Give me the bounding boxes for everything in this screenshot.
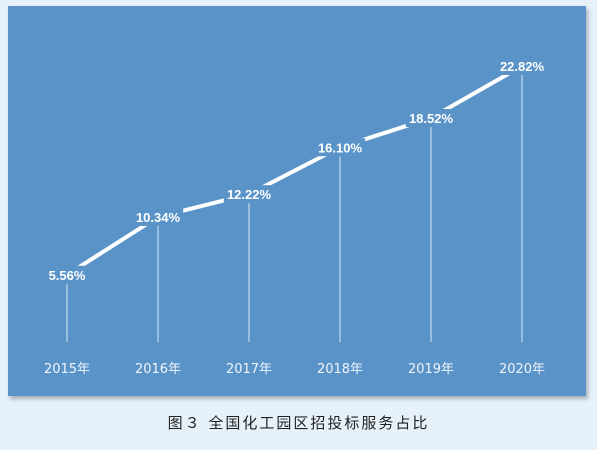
x-tick-label-1: 2016年 [135, 362, 181, 377]
data-label-bg-5 [496, 57, 548, 75]
data-labels: 5.56% 10.34% 12.22% 16.10% 18.52% 22.82% [45, 57, 548, 284]
stem-lines [66, 72, 523, 342]
data-label-bg-1 [132, 207, 184, 226]
data-label-bg-2 [223, 185, 275, 204]
data-label-3: 16.10% [318, 140, 363, 155]
figure-caption: 图３ 全国化工园区招投标服务占比 [167, 414, 430, 432]
line-chart: 5.56% 10.34% 12.22% 16.10% 18.52% 22.82% 2015… [44, 57, 548, 377]
x-tick-label-2: 2017年 [226, 362, 272, 377]
data-label-1: 10.34% [136, 210, 181, 225]
data-label-5: 22.82% [500, 59, 545, 74]
chart-panel: 5.56% 10.34% 12.22% 16.10% 18.52% 22.82% 2015… [8, 6, 586, 396]
data-label-2: 12.22% [227, 187, 272, 202]
x-axis-tick-labels: 2015年 2016年 2017年 2018年 2019年 2020年 [44, 362, 545, 377]
data-label-bg-0 [45, 265, 89, 284]
x-tick-label-3: 2018年 [317, 362, 363, 377]
data-label-bg-4 [405, 109, 457, 128]
data-label-4: 18.52% [409, 111, 454, 126]
series-line [65, 64, 524, 277]
data-label-bg-3 [314, 138, 366, 157]
data-label-0: 5.56% [49, 268, 86, 283]
x-tick-label-5: 2020年 [499, 362, 545, 377]
x-tick-label-4: 2019年 [408, 362, 454, 377]
series-line-group [65, 64, 524, 277]
x-tick-label-0: 2015年 [44, 362, 90, 377]
